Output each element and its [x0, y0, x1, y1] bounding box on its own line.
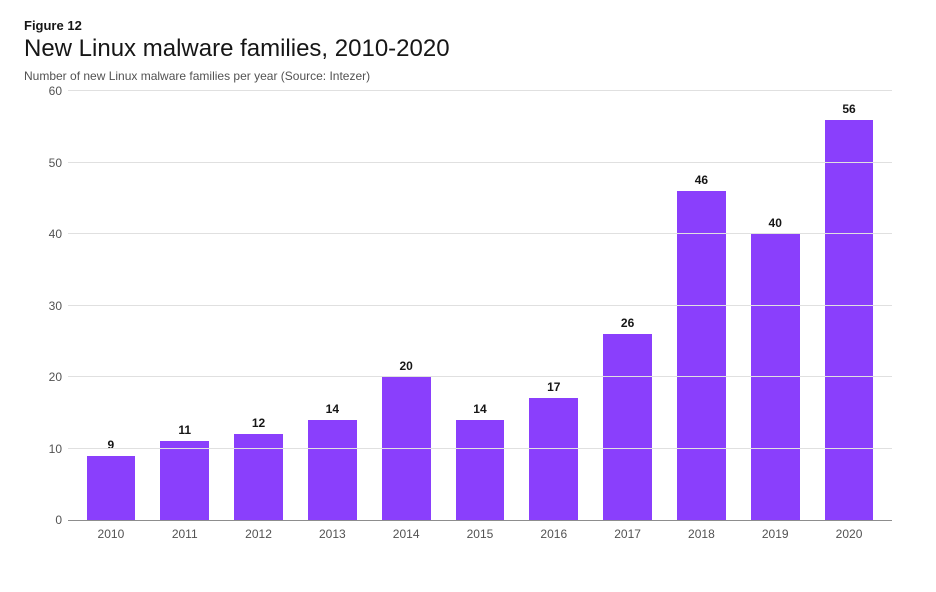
bar: 17 [529, 398, 578, 520]
bar-value-label: 12 [252, 416, 265, 430]
bar-slot: 26 [591, 91, 665, 520]
bar: 9 [87, 456, 136, 520]
x-tick-label: 2018 [665, 527, 739, 541]
bar-value-label: 56 [842, 102, 855, 116]
bar: 14 [308, 420, 357, 520]
x-tick-label: 2014 [369, 527, 443, 541]
chart-subtitle: Number of new Linux malware families per… [24, 69, 912, 83]
bar: 56 [825, 120, 874, 520]
x-tick-label: 2017 [591, 527, 665, 541]
x-tick-label: 2012 [222, 527, 296, 541]
bar: 26 [603, 334, 652, 520]
gridline [68, 305, 892, 306]
bar-slot: 12 [222, 91, 296, 520]
x-tick-label: 2013 [295, 527, 369, 541]
plot-region: 911121420141726464056 0102030405060 [68, 91, 892, 521]
bar: 11 [160, 441, 209, 520]
bar: 14 [456, 420, 505, 520]
bar-slot: 46 [665, 91, 739, 520]
x-tick-label: 2020 [812, 527, 886, 541]
bar-value-label: 17 [547, 380, 560, 394]
bar-value-label: 11 [178, 423, 191, 437]
y-tick-label: 10 [36, 442, 62, 456]
figure-container: Figure 12 New Linux malware families, 20… [0, 0, 936, 541]
bar-value-label: 26 [621, 316, 634, 330]
x-tick-label: 2010 [74, 527, 148, 541]
bar-slot: 56 [812, 91, 886, 520]
y-tick-label: 50 [36, 156, 62, 170]
bar-slot: 9 [74, 91, 148, 520]
y-tick-label: 60 [36, 84, 62, 98]
figure-number: Figure 12 [24, 18, 912, 33]
gridline [68, 376, 892, 377]
gridline [68, 448, 892, 449]
x-tick-label: 2011 [148, 527, 222, 541]
y-tick-label: 20 [36, 370, 62, 384]
bar-value-label: 9 [108, 438, 115, 452]
bar-value-label: 20 [399, 359, 412, 373]
x-tick-label: 2015 [443, 527, 517, 541]
x-axis: 2010201120122013201420152016201720182019… [68, 521, 892, 541]
y-tick-label: 0 [36, 513, 62, 527]
gridline [68, 90, 892, 91]
gridline [68, 233, 892, 234]
chart-title: New Linux malware families, 2010-2020 [24, 35, 912, 63]
bar-value-label: 14 [326, 402, 339, 416]
bar-slot: 20 [369, 91, 443, 520]
bar-slot: 17 [517, 91, 591, 520]
bar-value-label: 46 [695, 173, 708, 187]
bar-slot: 40 [738, 91, 812, 520]
gridline [68, 162, 892, 163]
chart-area: 911121420141726464056 0102030405060 2010… [32, 91, 904, 541]
bars-container: 911121420141726464056 [68, 91, 892, 520]
bar-slot: 11 [148, 91, 222, 520]
bar-slot: 14 [443, 91, 517, 520]
bar-value-label: 14 [473, 402, 486, 416]
bar-value-label: 40 [769, 216, 782, 230]
y-tick-label: 40 [36, 227, 62, 241]
y-tick-label: 30 [36, 299, 62, 313]
bar: 46 [677, 191, 726, 520]
x-tick-label: 2016 [517, 527, 591, 541]
bar-slot: 14 [295, 91, 369, 520]
x-tick-label: 2019 [738, 527, 812, 541]
